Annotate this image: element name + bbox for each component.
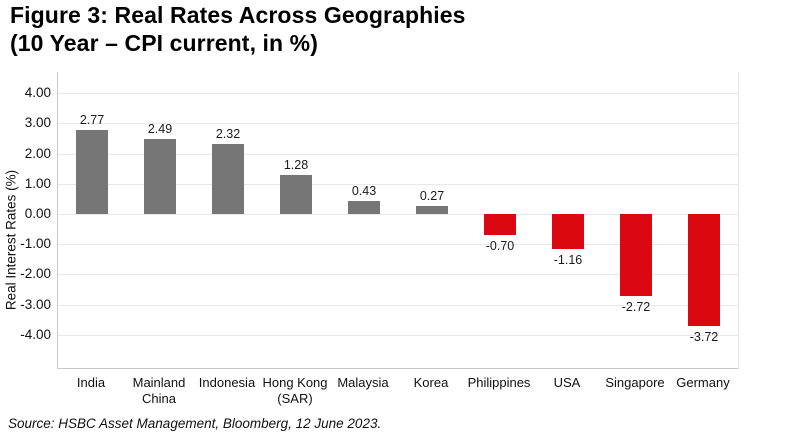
bar-hong-kong-sar — [280, 175, 312, 214]
x-category-label-india: India — [76, 375, 106, 390]
y-tick-label: -3.00 — [20, 296, 51, 312]
y-tick-label: 3.00 — [24, 115, 51, 131]
x-category-label-indonesia: Indonesia — [198, 375, 256, 390]
y-tick-label: 1.00 — [24, 175, 51, 191]
x-category-label-korea: Korea — [413, 375, 449, 390]
y-tick-label: -1.00 — [20, 236, 51, 252]
gridline — [58, 214, 738, 215]
x-category-label-germany: Germany — [676, 375, 730, 390]
bar-value-label-usa: -1.16 — [553, 253, 583, 267]
gridline — [58, 274, 738, 276]
bar-value-label-mainland-china: 2.49 — [147, 121, 173, 136]
gridline — [58, 304, 738, 306]
bar-value-label-korea: 0.27 — [419, 188, 445, 203]
bar-value-label-india: 2.77 — [79, 113, 105, 128]
gridline — [58, 153, 738, 155]
x-category-label-hong-kong-sar: Hong Kong (SAR) — [262, 375, 328, 406]
bar-value-label-malaysia: 0.43 — [351, 184, 377, 198]
bar-philippines — [484, 214, 516, 236]
bar-germany — [688, 214, 720, 327]
bar-value-label-hong-kong-sar: 1.28 — [283, 158, 309, 173]
bar-usa — [552, 214, 584, 249]
figure-title: Figure 3: Real Rates Across Geographies … — [10, 2, 466, 57]
x-axis-category-labels: India Mainland China Indonesia Hong Kong (S… — [57, 375, 737, 411]
y-tick-label: 0.00 — [24, 206, 51, 221]
x-category-label-singapore: Singapore — [605, 375, 665, 390]
bar-singapore — [620, 214, 652, 297]
source-note: Source: HSBC Asset Management, Bloomberg… — [8, 416, 382, 431]
figure-title-line2: (10 Year – CPI current, in %) — [10, 29, 318, 56]
bar-indonesia — [212, 143, 244, 214]
y-axis-tick-labels: 4.00 3.00 2.00 1.00 0.00 -1.00 -2.00 -3.00 -4.00 — [0, 72, 51, 368]
bar-value-label-philippines: -0.70 — [485, 239, 515, 254]
figure-title-line1: Figure 3: Real Rates Across Geographies — [10, 2, 466, 28]
bar-india — [76, 130, 108, 214]
bar-malaysia — [348, 201, 380, 214]
y-tick-label: 2.00 — [24, 145, 51, 161]
bar-value-label-indonesia: 2.32 — [215, 126, 241, 141]
y-tick-label: -4.00 — [20, 326, 51, 342]
y-tick-label: 4.00 — [24, 85, 51, 101]
gridline — [58, 183, 738, 185]
bar-mainland-china — [144, 138, 176, 214]
gridline — [58, 334, 738, 336]
x-category-label-mainland-china: Mainland China — [132, 375, 186, 406]
gridline — [58, 93, 738, 95]
y-tick-label: -2.00 — [20, 266, 51, 282]
gridline — [58, 244, 738, 246]
bar-value-label-singapore: -2.72 — [621, 300, 651, 315]
x-category-label-philippines: Philippines — [467, 375, 531, 390]
plot-area: 2.77 2.49 2.32 1.28 0.43 0.27 -0.70 -1.16 -2.72 -… — [57, 72, 739, 369]
bar-value-label-germany: -3.72 — [689, 330, 719, 345]
bar-korea — [416, 205, 448, 214]
gridline — [58, 123, 738, 125]
x-category-label-usa: USA — [553, 375, 581, 390]
x-category-label-malaysia: Malaysia — [337, 375, 389, 390]
